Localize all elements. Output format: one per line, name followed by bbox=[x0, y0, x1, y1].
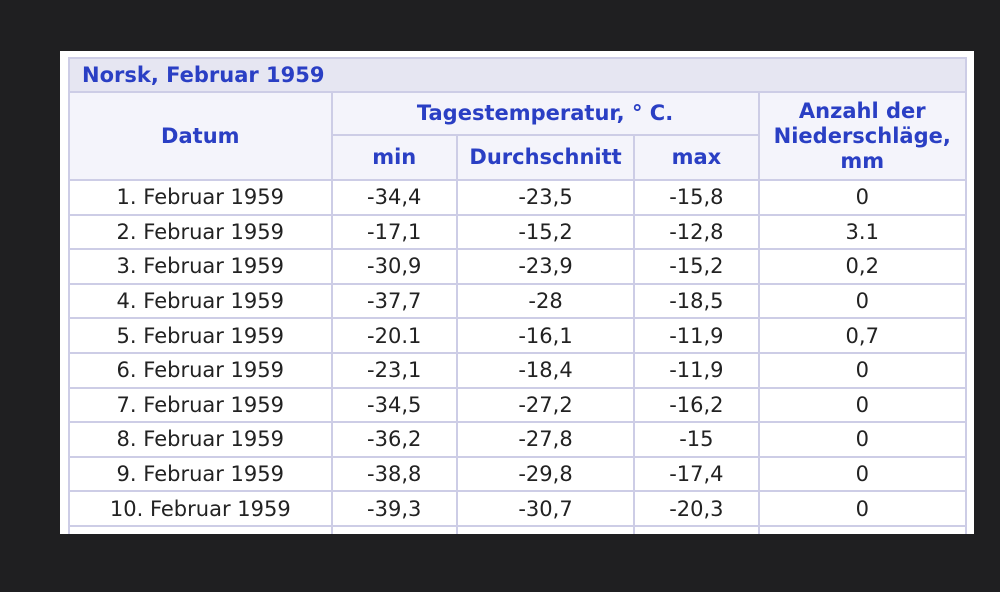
cell-datum: 1. Februar 1959 bbox=[70, 181, 333, 216]
table-row: 3. Februar 1959 -30,9 -23,9 -15,2 0,2 bbox=[70, 250, 967, 285]
cell-datum: 10. Februar 1959 bbox=[70, 492, 333, 527]
screenshot-frame: Norsk, Februar 1959 Datum Tagestemperatu… bbox=[60, 51, 974, 534]
cell-avg: -27,2 bbox=[457, 388, 636, 424]
cell-precip: 0 bbox=[759, 423, 967, 458]
cell-precip: 0 bbox=[759, 284, 967, 320]
cell-avg: -28 bbox=[457, 284, 636, 320]
table-caption: Norsk, Februar 1959 bbox=[70, 59, 967, 93]
table-row: 1. Februar 1959 -34,4 -23,5 -15,8 0 bbox=[70, 181, 967, 216]
table-row: 2. Februar 1959 -17,1 -15,2 -12,8 3.1 bbox=[70, 215, 967, 251]
cell-max: -18,5 bbox=[635, 284, 760, 320]
cell-max: -16,2 bbox=[635, 388, 760, 424]
cell-max: -20,3 bbox=[635, 492, 760, 527]
cell-min: -38,8 bbox=[332, 457, 458, 493]
header-max: max bbox=[635, 135, 760, 181]
header-temperature-group: Tagestemperatur, ° C. bbox=[332, 93, 760, 136]
cell-datum: 4. Februar 1959 bbox=[70, 284, 333, 320]
cell-precip: 0 bbox=[759, 457, 967, 493]
cell-max: -15 bbox=[635, 423, 760, 458]
header-min: min bbox=[332, 135, 458, 181]
cell-avg: -18,4 bbox=[457, 353, 636, 389]
cell-datum: 7. Februar 1959 bbox=[70, 388, 333, 424]
header-avg: Durchschnitt bbox=[457, 135, 636, 181]
table-row: 4. Februar 1959 -37,7 -28 -18,5 0 bbox=[70, 284, 967, 320]
table-row: 8. Februar 1959 -36,2 -27,8 -15 0 bbox=[70, 423, 967, 458]
cell-min: -30,9 bbox=[332, 250, 458, 285]
cell-min: -20.1 bbox=[332, 319, 458, 354]
cell-max: -15,8 bbox=[635, 181, 760, 216]
cell-precip: 3.1 bbox=[759, 215, 967, 251]
cell-precip: 0 bbox=[759, 388, 967, 424]
cell-max: -11,9 bbox=[635, 353, 760, 389]
cell-datum: 8. Februar 1959 bbox=[70, 423, 333, 458]
cell-max: -11,9 bbox=[635, 319, 760, 354]
cell-datum: 9. Februar 1959 bbox=[70, 457, 333, 493]
table-row: 9. Februar 1959 -38,8 -29,8 -17,4 0 bbox=[70, 457, 967, 493]
cell-avg: -29,8 bbox=[457, 457, 636, 493]
cell-precip: 0 bbox=[759, 353, 967, 389]
cell-datum: 3. Februar 1959 bbox=[70, 250, 333, 285]
cell-max: -12,8 bbox=[635, 215, 760, 251]
cell-precip: 0 bbox=[759, 181, 967, 216]
table-row: 7. Februar 1959 -34,5 -27,2 -16,2 0 bbox=[70, 388, 967, 424]
cell-precip: 0,7 bbox=[759, 319, 967, 354]
cell-min: -37,7 bbox=[332, 284, 458, 320]
weather-table: Norsk, Februar 1959 Datum Tagestemperatu… bbox=[68, 57, 967, 534]
cell-max: -15,2 bbox=[635, 250, 760, 285]
cell-min: -34,5 bbox=[332, 388, 458, 424]
header-precipitation: Anzahl der Niederschläge, mm bbox=[759, 93, 967, 181]
cell-min: -39,3 bbox=[332, 492, 458, 527]
cell-datum: 5. Februar 1959 bbox=[70, 319, 333, 354]
cell-avg: -23,5 bbox=[457, 181, 636, 216]
cell-precip: 0 bbox=[759, 492, 967, 527]
cell-avg: -16,1 bbox=[457, 319, 636, 354]
table-row: 5. Februar 1959 -20.1 -16,1 -11,9 0,7 bbox=[70, 319, 967, 354]
cell-datum: 6. Februar 1959 bbox=[70, 353, 333, 389]
table-row: 6. Februar 1959 -23,1 -18,4 -11,9 0 bbox=[70, 353, 967, 389]
cell-avg: -30,7 bbox=[457, 492, 636, 527]
weather-table-container: Norsk, Februar 1959 Datum Tagestemperatu… bbox=[68, 57, 967, 534]
cell-avg: -23,9 bbox=[457, 250, 636, 285]
cell-min: -17,1 bbox=[332, 215, 458, 251]
cell-max: -17,4 bbox=[635, 457, 760, 493]
header-datum: Datum bbox=[70, 93, 333, 181]
table-row: 10. Februar 1959 -39,3 -30,7 -20,3 0 bbox=[70, 492, 967, 527]
cell-min: -23,1 bbox=[332, 353, 458, 389]
cell-avg: -27,8 bbox=[457, 423, 636, 458]
cell-precip: 0,2 bbox=[759, 250, 967, 285]
cell-min: -36,2 bbox=[332, 423, 458, 458]
table-row-cut bbox=[70, 526, 967, 534]
cell-datum: 2. Februar 1959 bbox=[70, 215, 333, 251]
cell-avg: -15,2 bbox=[457, 215, 636, 251]
cell-min: -34,4 bbox=[332, 181, 458, 216]
